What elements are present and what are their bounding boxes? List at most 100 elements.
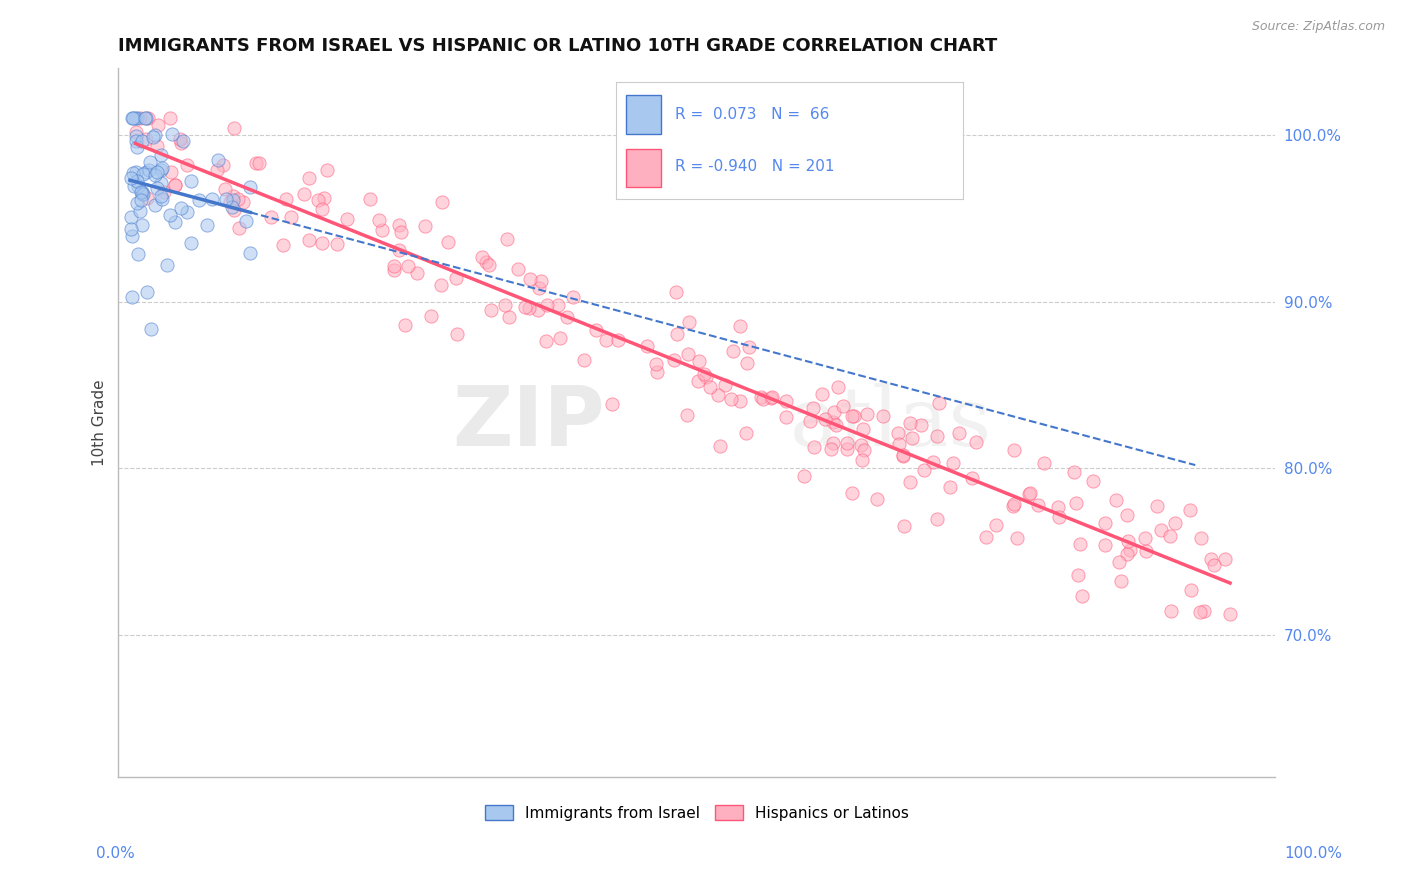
Point [214,182,236,196]
Point [139,322,162,336]
Point [1047,510,1070,524]
Point [180,174,202,188]
Point [146,119,169,133]
Point [548,331,571,345]
Point [942,457,965,471]
Point [121,170,143,185]
Point [430,277,453,292]
Point [120,210,142,224]
Point [389,225,412,239]
Point [925,512,948,526]
Point [751,390,773,404]
Point [136,191,159,205]
Point [165,178,187,192]
Point [1104,492,1126,507]
Point [176,158,198,172]
Point [775,409,797,424]
Point [801,401,824,415]
Point [595,333,617,347]
Point [131,185,153,199]
Legend: Immigrants from Israel, Hispanics or Latinos: Immigrants from Israel, Hispanics or Lat… [485,805,908,821]
Point [823,436,845,450]
Point [152,185,174,199]
Point [311,202,333,216]
Point [139,154,162,169]
Point [232,194,254,209]
Point [851,453,873,467]
Point [793,469,815,483]
Point [121,290,143,304]
Point [1108,555,1130,569]
Point [547,298,569,312]
Point [1164,516,1187,530]
Point [887,437,910,451]
Point [124,111,146,125]
Point [823,405,845,419]
Point [728,319,751,334]
Point [221,200,243,214]
Point [125,196,148,211]
Y-axis label: 10th Grade: 10th Grade [93,379,107,466]
Point [1119,542,1142,557]
Point [849,437,872,451]
Point [699,379,721,393]
Point [129,204,152,219]
Point [912,463,935,477]
Point [222,202,245,217]
Point [359,192,381,206]
Point [134,111,156,125]
Point [695,370,717,384]
Point [1064,496,1087,510]
Point [986,517,1008,532]
Point [222,193,245,207]
Point [132,186,155,201]
Text: 100.0%: 100.0% [1285,847,1343,861]
Text: atlas: atlas [790,383,991,463]
Point [898,416,921,430]
Point [135,165,157,179]
Point [707,388,730,402]
Point [245,155,267,169]
Point [215,192,238,206]
Point [606,333,628,347]
Point [307,193,329,207]
Point [138,162,160,177]
Point [1002,497,1025,511]
Point [413,219,436,233]
Point [201,192,224,206]
Point [146,165,169,179]
Point [752,392,775,407]
Point [1005,531,1028,545]
Point [247,155,270,169]
Point [709,438,731,452]
Point [260,210,283,224]
Point [735,356,758,370]
Point [388,219,411,233]
Point [188,193,211,207]
Point [530,273,553,287]
Point [326,236,349,251]
Point [852,443,875,458]
Point [1219,607,1241,621]
Point [146,181,169,195]
Point [124,178,146,193]
Point [146,139,169,153]
Point [645,357,668,371]
Point [1189,531,1212,545]
Point [150,189,173,203]
Point [925,429,948,443]
Point [159,208,181,222]
Point [1026,498,1049,512]
Point [160,128,183,142]
Point [1070,589,1092,603]
Point [811,386,834,401]
Point [1067,568,1090,582]
Point [228,220,250,235]
Point [388,243,411,257]
Point [370,222,392,236]
Point [446,327,468,342]
Point [129,194,152,208]
Text: IMMIGRANTS FROM ISRAEL VS HISPANIC OR LATINO 10TH GRADE CORRELATION CHART: IMMIGRANTS FROM ISRAEL VS HISPANIC OR LA… [118,37,998,55]
Point [585,323,607,337]
Point [195,219,218,233]
